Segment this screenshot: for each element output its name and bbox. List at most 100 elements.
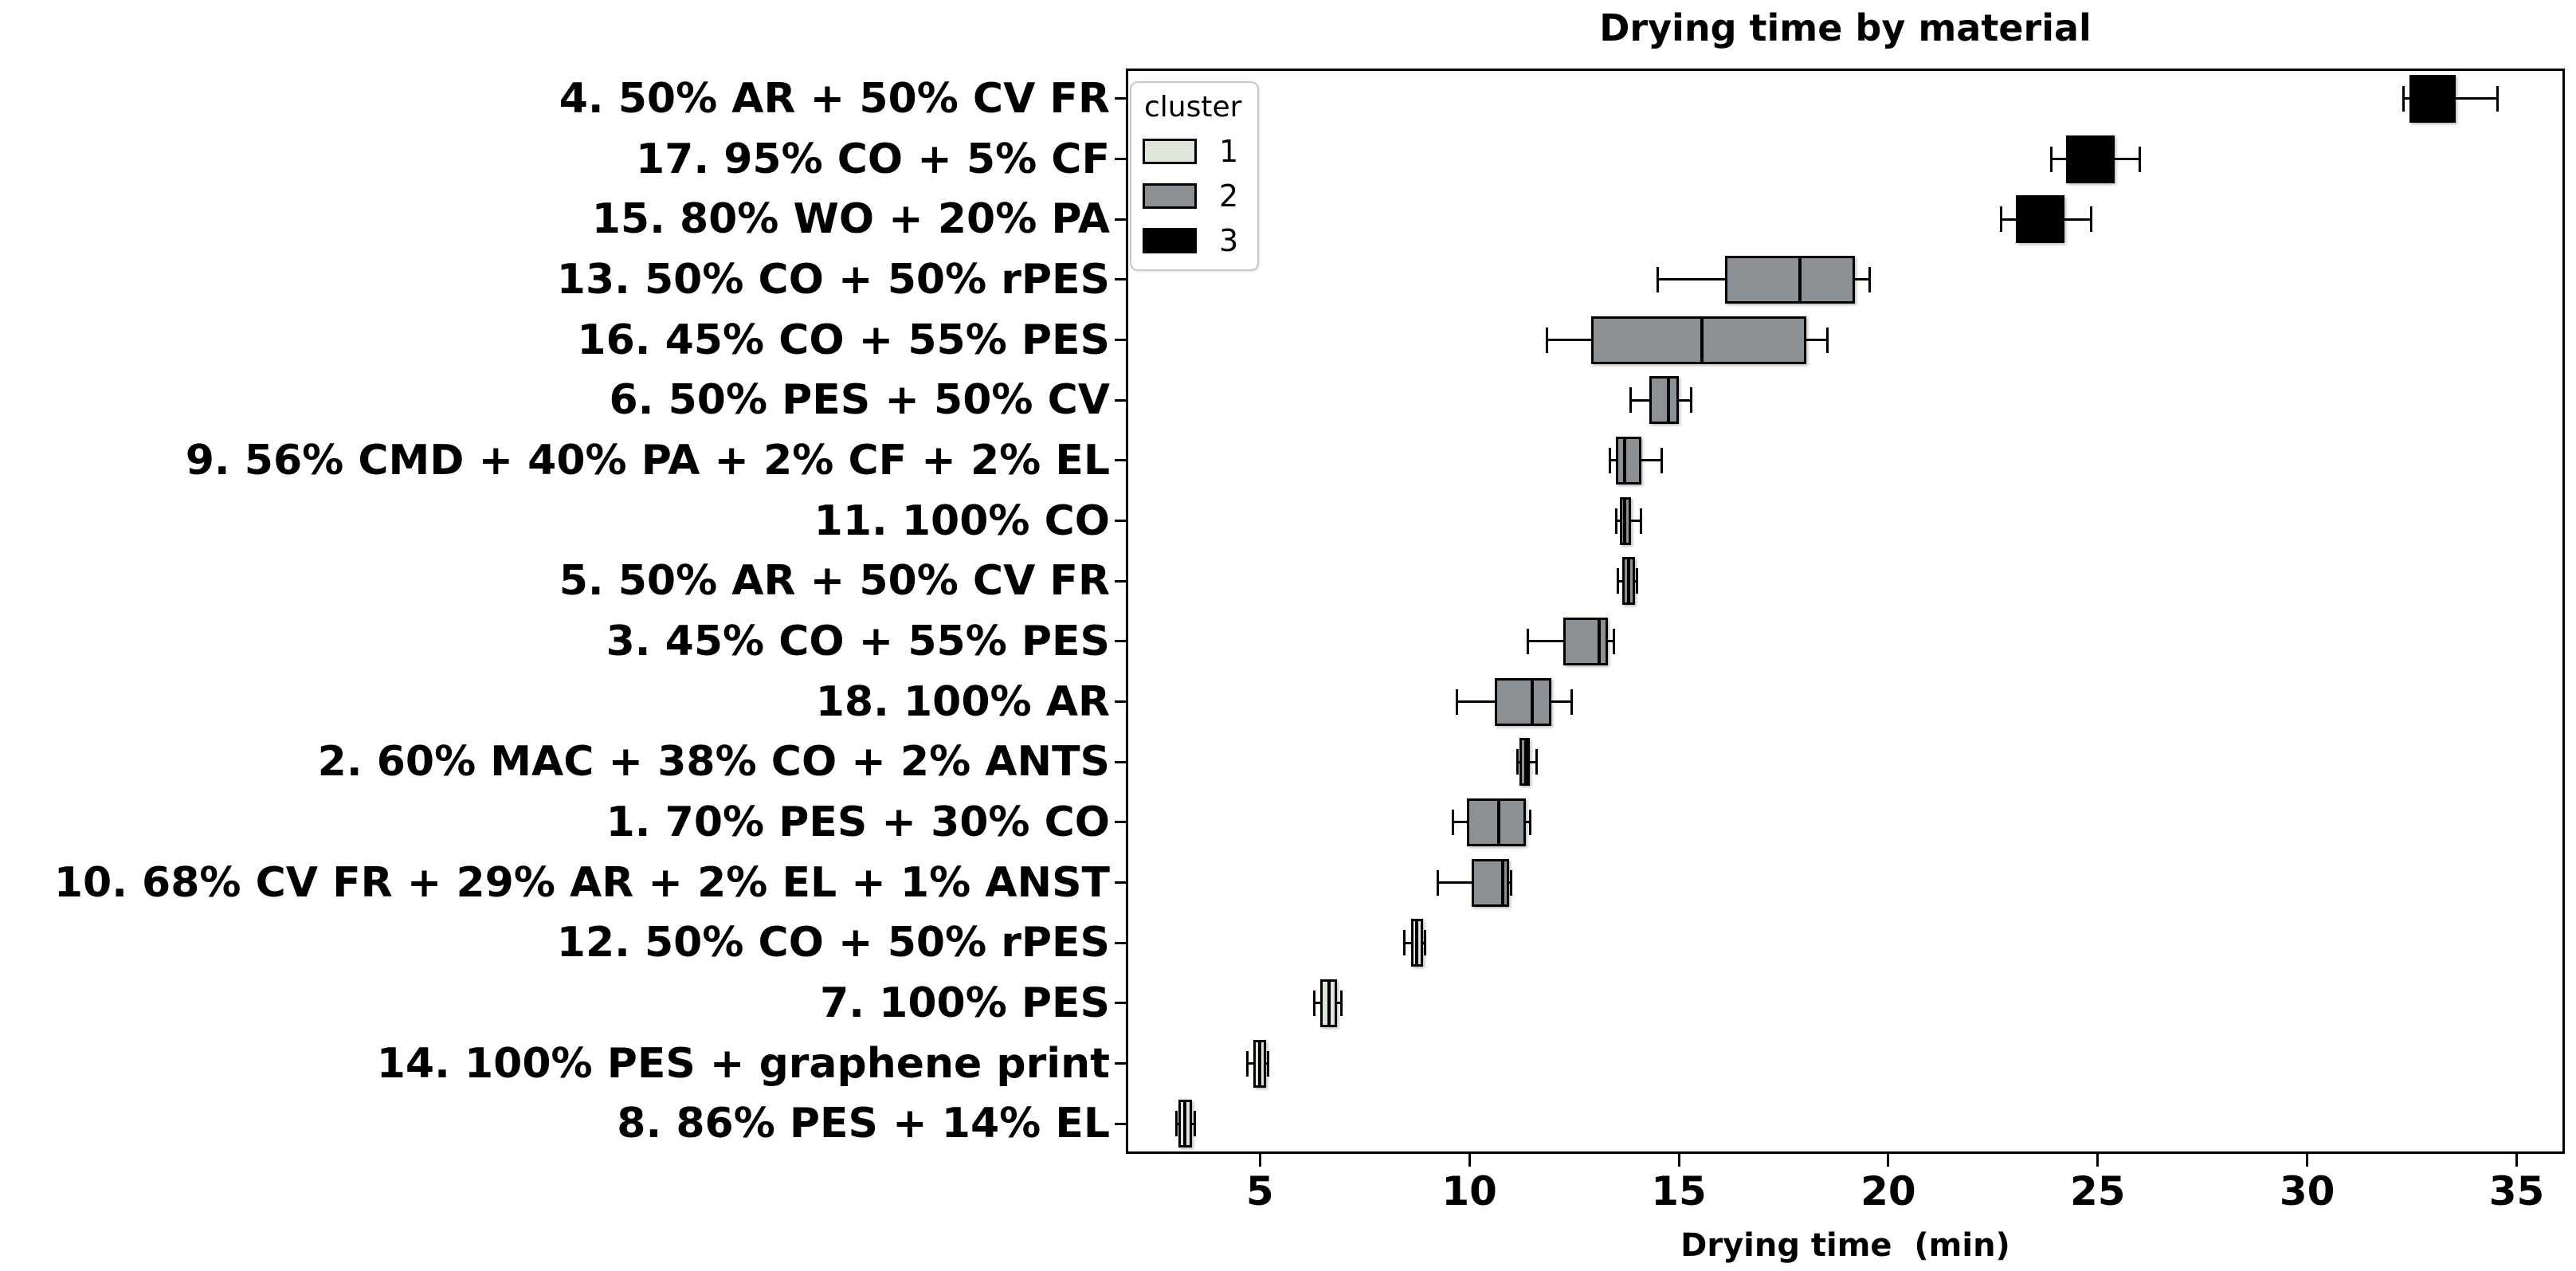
- box: [1724, 255, 1855, 304]
- x-axis-tick: [1468, 1154, 1471, 1167]
- legend-title: cluster: [1144, 91, 1242, 124]
- y-tick-label: 5. 50% AR + 50% CV FR: [559, 557, 1110, 606]
- x-axis-tick: [1677, 1154, 1680, 1167]
- median-line: [1182, 1102, 1186, 1146]
- y-axis-tick: [1115, 339, 1126, 341]
- median-line: [2088, 137, 2092, 181]
- y-axis-tick: [1115, 218, 1126, 221]
- y-axis-tick: [1115, 881, 1126, 884]
- whisker-cap-min: [1451, 809, 1454, 835]
- box: [1467, 798, 1527, 846]
- whisker-cap-min: [1516, 749, 1519, 775]
- y-axis-tick: [1115, 520, 1126, 522]
- y-axis-tick: [1115, 398, 1126, 402]
- y-axis-tick: [1115, 278, 1126, 281]
- box: [1649, 376, 1679, 425]
- whisker-cap-max: [1528, 809, 1531, 835]
- whisker-cap-max: [1613, 628, 1615, 654]
- y-tick-label: 11. 100% CO: [814, 496, 1110, 545]
- y-tick-label: 12. 50% CO + 50% rPES: [556, 919, 1110, 967]
- median-line: [1496, 800, 1500, 844]
- whisker-cap-min: [1545, 327, 1548, 353]
- y-axis-tick: [1115, 97, 1126, 100]
- box: [1616, 436, 1641, 484]
- median-line: [1700, 318, 1704, 362]
- whisker-cap-min: [1174, 1111, 1178, 1137]
- box: [1590, 316, 1807, 364]
- y-axis-tick: [1115, 640, 1126, 643]
- whisker-cap-max: [1535, 749, 1538, 775]
- legend-item: 2: [1143, 178, 1257, 214]
- x-tick-label: 35: [2488, 1168, 2545, 1214]
- y-axis-tick: [1115, 941, 1126, 944]
- chart-title: Drying time by material: [1599, 6, 2092, 49]
- legend-item: 3: [1143, 223, 1257, 258]
- y-tick-label: 14. 100% PES + graphene print: [376, 1039, 1110, 1088]
- x-axis-tick: [2096, 1154, 2100, 1167]
- whisker-cap-min: [2000, 206, 2003, 233]
- median-line: [1327, 981, 1331, 1025]
- y-tick-label: 7. 100% PES: [820, 979, 1110, 1027]
- whisker-cap-max: [1868, 266, 1871, 292]
- legend-item: 1: [1143, 134, 1257, 169]
- y-tick-label: 17. 95% CO + 5% CF: [635, 135, 1110, 183]
- y-axis-tick: [1115, 821, 1126, 824]
- legend-swatch: [1143, 228, 1197, 253]
- y-axis-tick: [1115, 1062, 1126, 1065]
- median-line: [1626, 559, 1630, 603]
- whisker-cap-min: [1455, 688, 1458, 715]
- median-line: [2431, 76, 2435, 120]
- x-tick-label: 25: [2069, 1168, 2126, 1214]
- x-tick-label: 20: [1860, 1168, 1916, 1214]
- y-tick-label: 8. 86% PES + 14% EL: [617, 1100, 1110, 1148]
- median-line: [1530, 680, 1534, 724]
- whisker-cap-max: [1660, 447, 1664, 473]
- median-line: [1798, 257, 1802, 301]
- x-axis-tick: [1258, 1154, 1261, 1167]
- median-line: [1666, 379, 1670, 422]
- plot-area: [1126, 69, 2565, 1154]
- y-tick-label: 10. 68% CV FR + 29% AR + 2% EL + 1% ANST: [53, 858, 1110, 907]
- x-axis-tick: [1887, 1154, 1890, 1167]
- y-axis-tick: [1115, 760, 1126, 763]
- legend-item-label: 3: [1219, 223, 1239, 258]
- whisker-cap-max: [1510, 869, 1513, 896]
- median-line: [1622, 499, 1626, 543]
- whisker-cap-max: [2496, 85, 2500, 112]
- whisker-cap-max: [1340, 990, 1343, 1016]
- whisker-cap-min: [1617, 568, 1620, 594]
- median-line: [1524, 740, 1528, 784]
- box: [1563, 617, 1608, 665]
- whisker-cap-min: [2050, 146, 2053, 172]
- whisker-cap-min: [1403, 930, 1406, 956]
- whisker-cap-min: [1527, 628, 1530, 654]
- y-tick-label: 3. 45% CO + 55% PES: [606, 617, 1110, 665]
- median-line: [1622, 438, 1626, 482]
- box: [1494, 677, 1551, 726]
- whisker-cap-max: [1267, 1050, 1270, 1077]
- y-tick-label: 2. 60% MAC + 38% CO + 2% ANTS: [317, 738, 1110, 787]
- y-tick-label: 13. 50% CO + 50% rPES: [556, 255, 1110, 304]
- y-axis-tick: [1115, 1122, 1126, 1125]
- x-axis-title: Drying time (min): [1680, 1227, 2010, 1264]
- whisker-cap-max: [1635, 568, 1638, 594]
- legend-item-label: 2: [1219, 178, 1239, 214]
- whisker-cap-max: [1194, 1111, 1197, 1137]
- whisker-cap-max: [1424, 930, 1427, 956]
- whisker-cap-min: [2402, 85, 2405, 112]
- whisker-cap-max: [1826, 327, 1829, 353]
- median-line: [2037, 198, 2041, 241]
- y-axis-tick: [1115, 700, 1126, 703]
- whisker-cap-min: [1245, 1050, 1249, 1077]
- median-line: [1598, 619, 1602, 663]
- y-tick-label: 15. 80% WO + 20% PA: [591, 195, 1110, 244]
- y-axis-tick: [1115, 1002, 1126, 1005]
- whisker-cap-max: [1690, 387, 1693, 414]
- y-tick-label: 9. 56% CMD + 40% PA + 2% CF + 2% EL: [185, 436, 1110, 484]
- y-tick-label: 6. 50% PES + 50% CV: [609, 376, 1110, 425]
- x-tick-label: 5: [1245, 1168, 1274, 1214]
- whisker-cap-max: [2090, 206, 2093, 233]
- median-line: [1415, 921, 1419, 965]
- y-tick-label: 4. 50% AR + 50% CV FR: [559, 74, 1110, 123]
